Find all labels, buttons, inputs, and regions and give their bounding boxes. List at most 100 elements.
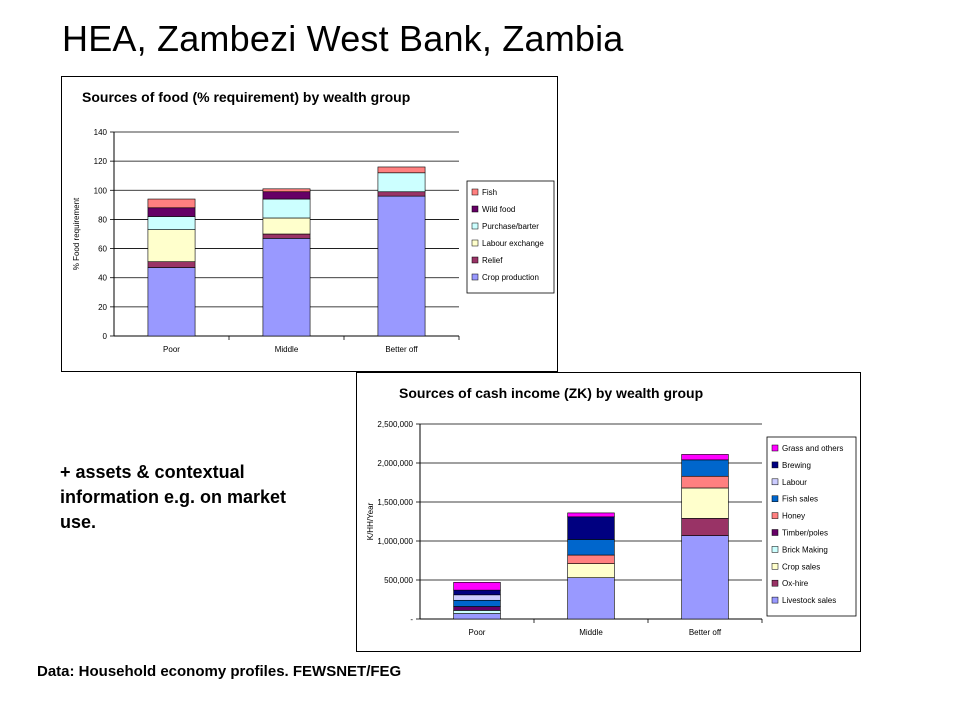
legend-swatch-crop-production — [471, 273, 479, 281]
legend-swatch-honey — [771, 512, 779, 519]
legend-label-livestock-sales: Livestock sales — [782, 596, 836, 605]
legend-swatch-brewing — [771, 461, 779, 469]
bar-wild-food-middle — [262, 191, 311, 200]
y-tick-label: 500,000 — [384, 576, 413, 585]
x-tick-label: Better off — [385, 345, 418, 354]
legend-swatch-grass-and-others — [771, 444, 779, 452]
legend-swatch-fish — [471, 188, 479, 196]
y-tick-label: 120 — [94, 157, 108, 166]
bar-livestock-sales-poor — [453, 613, 501, 620]
y-tick-label: 140 — [94, 128, 108, 137]
legend-swatch-ox-hire — [771, 579, 779, 587]
bar-honey-better-off — [681, 475, 729, 489]
legend-label-grass-and-others: Grass and others — [782, 444, 843, 453]
food-chart-title: Sources of food (% requirement) by wealt… — [82, 89, 411, 105]
legend-swatch-labour — [771, 478, 779, 486]
cash-chart-plot: - 500,000 1,000,000 1,500,000 2,000,000 2,500… — [366, 420, 857, 637]
bar-relief-poor — [147, 261, 196, 268]
legend-label-purchase-barter: Purchase/barter — [482, 222, 539, 231]
x-tick-label: Poor — [163, 345, 180, 354]
bar-fish-poor — [147, 198, 196, 209]
bar-grass-and-others-better-off — [681, 454, 729, 461]
y-tick-label: - — [410, 615, 413, 624]
food-sources-chart: Sources of food (% requirement) by wealt… — [61, 76, 558, 372]
chart-legend: Grass and others Brewing Labour Fish sales H… — [766, 436, 857, 617]
source-note: Data: Household economy profiles. FEWSNE… — [37, 663, 402, 680]
bar-fish-sales-poor — [453, 599, 501, 607]
y-tick-label: 0 — [103, 332, 108, 341]
legend-swatch-purchase-barter — [471, 222, 479, 230]
bar-livestock-sales-better-off — [681, 535, 729, 620]
bar-crop-production-better-off — [377, 195, 426, 337]
legend-label-honey: Honey — [782, 512, 805, 521]
bar-crop-sales-middle — [567, 563, 615, 578]
legend-swatch-crop-sales — [771, 563, 779, 570]
bar-fish-sales-better-off — [681, 459, 729, 477]
y-tick-label: 100 — [94, 186, 108, 195]
y-tick-label: 80 — [98, 215, 107, 224]
legend-swatch-livestock-sales — [771, 596, 779, 604]
legend-label-brick-making: Brick Making — [782, 545, 828, 554]
bar-purchase-barter-better-off — [377, 172, 426, 193]
legend-swatch-labour-exchange — [471, 239, 479, 247]
bar-crop-production-middle — [262, 238, 311, 337]
chart-legend: Fish Wild food Purchase/barter Labour excha… — [466, 180, 555, 294]
bar-brewing-middle — [567, 516, 615, 540]
cash-income-chart: Sources of cash income (ZK) by wealth gr… — [356, 372, 861, 652]
bar-relief-better-off — [377, 191, 426, 197]
y-axis-label: % Food requirement — [72, 197, 81, 270]
bar-fish-sales-middle — [567, 539, 615, 556]
legend-label-labour: Labour — [782, 478, 807, 487]
legend-swatch-brick-making — [771, 546, 779, 553]
y-tick-label: 60 — [98, 245, 107, 254]
legend-label-wild-food: Wild food — [482, 205, 515, 214]
legend-swatch-fish-sales — [771, 495, 779, 502]
legend-frame — [466, 180, 555, 294]
slide-title: HEA, Zambezi West Bank, Zambia — [62, 18, 624, 59]
x-tick-label: Middle — [579, 628, 603, 637]
bar-fish-middle — [262, 188, 311, 193]
y-axis-label: K/HH/Year — [366, 502, 375, 540]
y-tick-label: 2,000,000 — [377, 459, 413, 468]
bar-brick-making-poor — [453, 610, 501, 614]
legend-label-timber-poles: Timber/poles — [782, 529, 828, 538]
bar-timber-poles-poor — [453, 606, 501, 611]
bar-ox-hire-better-off — [681, 518, 729, 536]
bar-labour-exchange-middle — [262, 217, 311, 235]
bar-honey-middle — [567, 554, 615, 564]
legend-swatch-timber-poles — [771, 529, 779, 536]
x-tick-label: Better off — [689, 628, 722, 637]
y-tick-label: 2,500,000 — [377, 420, 413, 429]
cash-chart-title: Sources of cash income (ZK) by wealth gr… — [399, 385, 704, 401]
legend-label-labour-exchange: Labour exchange — [482, 239, 544, 248]
legend-label-crop-production: Crop production — [482, 273, 539, 282]
bar-wild-food-poor — [147, 207, 196, 217]
legend-label-brewing: Brewing — [782, 461, 811, 470]
bar-crop-production-poor — [147, 267, 196, 337]
bar-labour-poor — [453, 594, 501, 601]
legend-label-ox-hire: Ox-hire — [782, 579, 809, 588]
legend-label-crop-sales: Crop sales — [782, 562, 820, 571]
legend-swatch-relief — [471, 256, 479, 264]
legend-frame — [766, 436, 857, 617]
y-tick-label: 40 — [98, 274, 107, 283]
bar-grass-and-others-poor — [453, 582, 501, 591]
y-tick-label: 20 — [98, 303, 107, 312]
x-tick-label: Middle — [275, 345, 299, 354]
legend-label-relief: Relief — [482, 256, 503, 265]
legend-swatch-wild-food — [471, 205, 479, 213]
y-tick-label: 1,000,000 — [377, 537, 413, 546]
bar-grass-and-others-middle — [567, 512, 615, 518]
bar-livestock-sales-middle — [567, 577, 615, 620]
x-tick-label: Poor — [469, 628, 486, 637]
legend-label-fish-sales: Fish sales — [782, 495, 818, 504]
y-tick-label: 1,500,000 — [377, 498, 413, 507]
bar-purchase-barter-middle — [262, 198, 311, 219]
bar-crop-sales-better-off — [681, 487, 729, 519]
legend-label-fish: Fish — [482, 188, 497, 197]
bar-purchase-barter-poor — [147, 216, 196, 230]
side-note: + assets & contextual information e.g. o… — [60, 462, 287, 532]
bar-fish-better-off — [377, 166, 426, 174]
bar-brewing-poor — [453, 589, 501, 596]
bar-labour-exchange-poor — [147, 229, 196, 262]
